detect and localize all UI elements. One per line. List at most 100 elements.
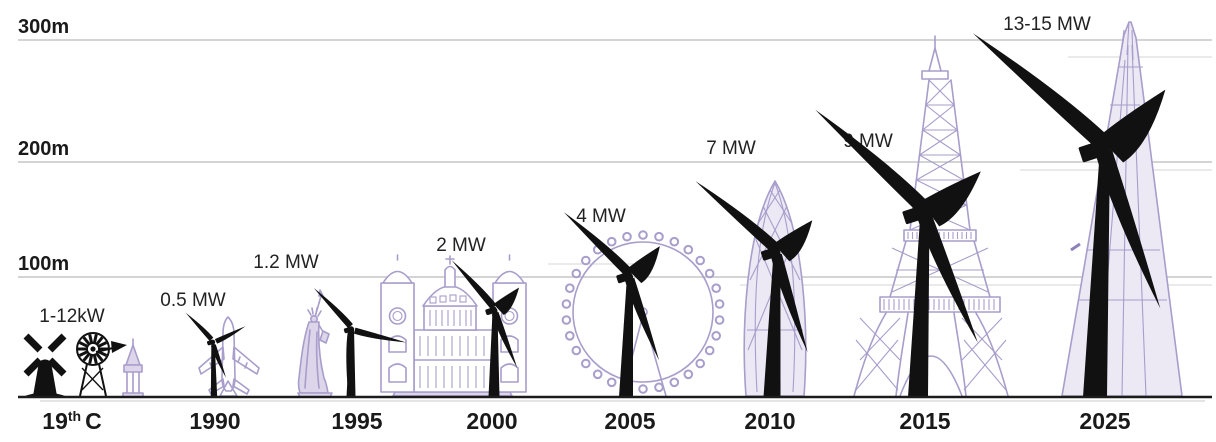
era-2010: 7 MW 2010 [706, 138, 807, 434]
turbine-blade [1098, 89, 1166, 163]
turbine-blade [815, 109, 930, 214]
pod-capsule [695, 358, 706, 369]
era-19th-century: 1-12kW 19th C [22, 306, 144, 434]
turbine-tower [908, 212, 930, 397]
church-spire-drawing [122, 338, 144, 398]
pump-spoke [92, 353, 98, 364]
turbine-blade [625, 277, 660, 361]
power-label-2000: 2 MW [436, 235, 486, 256]
turbine-blade [773, 220, 813, 262]
pod-capsule [714, 315, 725, 325]
turbine-blade [491, 311, 518, 368]
y-tick-200m: 200m [18, 138, 69, 160]
ground-axis [18, 395, 1212, 402]
statue-of-liberty-drawing [297, 289, 333, 398]
jumbo-jet-drawing [198, 316, 260, 397]
year-label-1990: 1990 [189, 408, 240, 434]
pod-capsule [638, 230, 648, 240]
pod-capsule [606, 236, 617, 247]
pump-spoke [78, 341, 90, 349]
power-label-19c: 1-12kW [39, 306, 105, 327]
turbine-tower [210, 342, 218, 397]
turbine-blade [493, 287, 520, 315]
pod-capsule [654, 231, 664, 242]
pod-capsule [695, 255, 706, 266]
turbine-blade [917, 212, 978, 343]
pod-capsule [571, 345, 582, 356]
pod-capsule [622, 231, 632, 242]
gridlines [18, 39, 1212, 278]
lattice-line [916, 154, 961, 181]
pump-spoke [88, 334, 94, 345]
turbine-tower [619, 276, 633, 397]
pump-spoke [88, 353, 94, 364]
pod-capsule [669, 236, 680, 247]
pod-capsule [711, 283, 722, 294]
year-label-2000: 2000 [466, 408, 517, 434]
year-label-1995: 1995 [331, 408, 382, 434]
power-label-2010: 7 MW [706, 138, 756, 159]
pump-spoke [82, 336, 92, 347]
dome-drum-columns [429, 310, 472, 326]
pod-capsule [581, 358, 591, 369]
pump-spoke [94, 351, 104, 362]
lattice-line [928, 79, 955, 106]
turbine-blade [921, 171, 981, 227]
year-label-19c: 19th C [42, 408, 101, 434]
pod-capsule [704, 268, 715, 279]
pod-capsule [592, 369, 603, 380]
turbines-layer [185, 33, 1166, 397]
crane-dash [1070, 242, 1081, 252]
pod-capsule [654, 382, 664, 393]
wind-turbine-1995 [313, 288, 407, 397]
turbine-blade [972, 33, 1110, 151]
traditional-windmill-icon [22, 333, 68, 397]
pod-capsule [704, 345, 715, 356]
y-tick-100m: 100m [18, 253, 69, 275]
power-label-2025: 13-15 MW [1003, 14, 1091, 35]
y-axis-labels: 300m 200m 100m [18, 16, 69, 275]
y-tick-300m: 300m [18, 16, 69, 38]
pod-capsule [581, 255, 591, 266]
facade-columns [419, 336, 485, 388]
turbine-tower [488, 310, 500, 397]
pod-capsule [638, 384, 648, 394]
lattice-line [919, 154, 964, 181]
turbine-hub [627, 273, 633, 279]
wind-turbine-2010 [695, 181, 813, 397]
eiffel-upper-lattice [909, 79, 971, 231]
st-pauls-cathedral-drawing [380, 254, 527, 397]
pump-spoke [92, 334, 98, 345]
wind-turbine-1990 [185, 312, 246, 397]
pump-spoke [78, 349, 90, 357]
pod-capsule [561, 315, 572, 325]
pod-capsule [711, 331, 722, 341]
era-2000: 2 MW 2000 [380, 235, 527, 434]
turbine-blade [313, 288, 353, 329]
pod-capsule [571, 268, 582, 279]
pod-capsule [683, 244, 694, 255]
lattice-line [922, 104, 955, 131]
power-label-1990: 0.5 MW [160, 290, 226, 311]
pod-capsule [565, 283, 575, 294]
lattice-line [922, 129, 961, 156]
turbine-hub [210, 339, 216, 345]
power-label-1995: 1.2 MW [253, 252, 319, 273]
pod-capsule [683, 369, 694, 380]
london-eye-pods [561, 230, 725, 394]
pod-capsule [669, 377, 680, 388]
turbine-tower [1083, 148, 1110, 397]
pod-capsule [714, 299, 725, 309]
turbine-blade [451, 260, 497, 310]
pod-capsule [565, 331, 575, 341]
platform1-hatch [883, 299, 995, 310]
power-label-2005: 4 MW [576, 206, 626, 227]
turbine-hub [773, 248, 781, 256]
turbine-blade [185, 312, 214, 341]
era-1995: 1.2 MW 1995 [253, 252, 383, 434]
turbine-blade [1095, 148, 1161, 309]
lattice-line [925, 104, 958, 131]
year-label-2025: 2025 [1079, 408, 1130, 434]
